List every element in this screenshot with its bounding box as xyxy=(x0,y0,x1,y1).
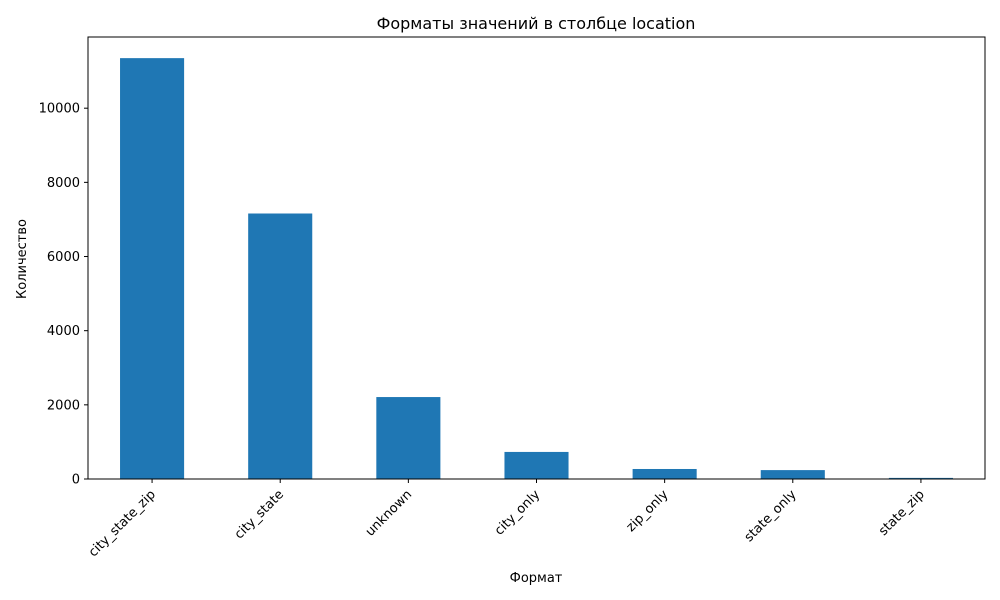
chart-title: Форматы значений в столбце location xyxy=(377,14,696,33)
bar-city-only xyxy=(504,451,569,479)
y-tick-label: 4000 xyxy=(47,324,80,339)
bars-group xyxy=(120,58,953,480)
bar-state-zip xyxy=(888,477,953,479)
y-axis: 0 2000 4000 6000 8000 10000 xyxy=(39,102,88,488)
x-axis: city_state_zip city_state unknown city_only… xyxy=(86,479,928,560)
x-tick-label: zip_only xyxy=(624,487,672,535)
x-tick-label: state_zip xyxy=(876,487,928,539)
x-tick-label: city_state_zip xyxy=(86,487,159,560)
x-tick-label: city_only xyxy=(492,487,544,539)
y-tick-label: 6000 xyxy=(47,250,80,265)
y-axis-label: Количество xyxy=(15,219,30,299)
y-tick-label: 2000 xyxy=(47,398,80,413)
bar-zip-only xyxy=(632,468,697,479)
plot-frame xyxy=(87,36,986,480)
bar-city-state xyxy=(248,213,313,479)
x-axis-label: Формат xyxy=(510,571,563,586)
y-tick-label: 0 xyxy=(72,473,80,488)
x-tick-label: city_state xyxy=(232,487,287,542)
bar-city-state-zip xyxy=(120,58,185,480)
x-tick-label: state_only xyxy=(742,487,800,545)
y-tick-label: 10000 xyxy=(39,102,80,117)
y-tick-label: 8000 xyxy=(47,176,80,191)
bar-state-only xyxy=(760,470,825,479)
x-tick-label: unknown xyxy=(363,487,415,539)
bar-unknown xyxy=(376,397,441,479)
